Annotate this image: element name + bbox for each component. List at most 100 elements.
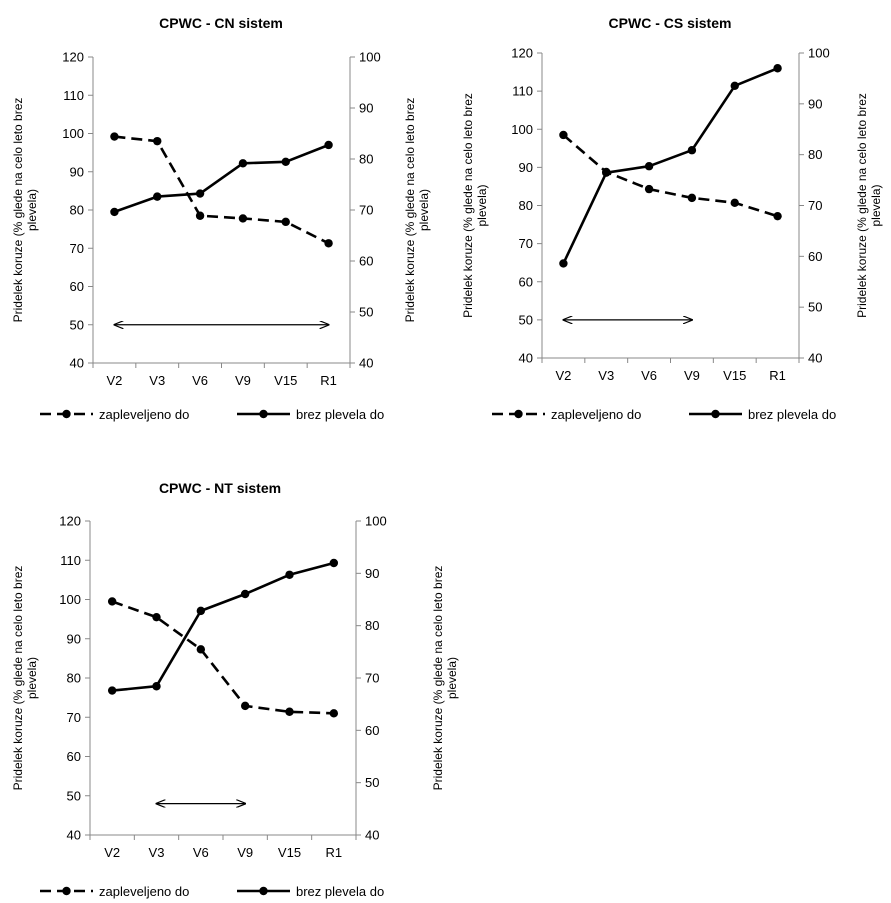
y-axis-label-line: plevela) [25,189,39,231]
y-axis-label-line: plevela) [869,184,883,226]
y-axis-label-line: plevela) [25,657,39,699]
right-tick-label: 70 [359,203,373,218]
x-tick-label: V9 [684,368,700,383]
left-tick-label: 120 [511,46,533,61]
x-tick-label: R1 [769,368,786,383]
legend-label: brez plevela do [296,407,384,422]
left-tick-label: 100 [511,122,533,137]
x-tick-label: V9 [235,373,251,388]
right-y-axis-label: Pridelek koruze (% glede na celo leto br… [431,566,459,791]
x-tick-label: V2 [555,368,571,383]
data-point [238,159,248,168]
data-point [110,132,119,141]
left-y-axis-label: Pridelek koruze (% glede na celo leto br… [11,566,39,791]
left-tick-label: 60 [67,749,81,764]
legend-marker [62,886,71,896]
left-tick-label: 110 [512,84,533,99]
data-point [195,189,205,198]
chart-2: CPWC - CS sistem 40 50 60 70 80 90 100 110 120 40 5… [461,15,883,422]
right-tick-label: 40 [365,828,379,843]
y-axis-label-line: Pridelek koruze (% glede na celo leto br… [403,98,417,323]
data-point [110,207,119,217]
data-point [285,707,294,716]
left-tick-label: 100 [59,592,81,607]
legend-label: zapleveljeno do [99,407,189,422]
data-point [238,214,248,223]
right-tick-label: 90 [808,96,822,111]
series-line-zapleveljeno [114,135,330,245]
data-point [687,146,697,155]
right-tick-label: 100 [808,46,830,61]
data-point [281,217,290,227]
left-tick-label: 50 [70,317,84,332]
right-tick-label: 100 [359,50,381,65]
left-tick-label: 90 [519,160,533,175]
right-tick-label: 100 [365,514,387,529]
left-tick-label: 120 [62,50,84,65]
series-line-brez-plevela [562,67,779,265]
data-point [196,606,206,616]
left-tick-label: 110 [63,88,84,103]
x-tick-label: V15 [723,368,746,383]
data-point [324,140,333,150]
data-point [602,168,611,177]
y-axis-label-line: Pridelek koruze (% glede na celo leto br… [461,93,475,318]
left-tick-label: 80 [67,671,81,686]
data-point [559,130,568,140]
y-axis-label-line: plevela) [445,657,459,699]
legend-label: brez plevela do [296,884,384,899]
x-tick-label: V3 [149,373,165,388]
series-line-brez-plevela [113,143,330,214]
series-line-brez-plevela [112,561,335,692]
legend-marker [711,409,720,419]
data-point [687,193,697,203]
data-point [730,81,739,90]
x-tick-label: V9 [237,845,253,860]
left-y-axis-label: Pridelek koruze (% glede na celo leto br… [461,93,489,318]
data-point [240,701,250,711]
data-point [195,211,205,220]
data-point [281,157,290,167]
right-tick-label: 80 [365,618,379,633]
left-tick-label: 100 [62,126,84,141]
left-y-axis-label: Pridelek koruze (% glede na celo leto br… [11,98,39,323]
data-point [152,682,161,691]
legend-marker [62,409,71,419]
x-tick-label: V15 [274,373,297,388]
x-tick-label: V2 [104,845,120,860]
x-tick-label: V6 [192,373,208,388]
legend-marker [259,886,268,896]
left-tick-label: 80 [70,203,84,218]
x-tick-label: V6 [193,845,209,860]
left-tick-label: 50 [67,788,81,803]
legend-label: brez plevela do [748,407,836,422]
y-axis-label-line: Pridelek koruze (% glede na celo leto br… [11,566,25,791]
x-tick-label: V3 [149,845,165,860]
left-tick-label: 70 [519,236,533,251]
right-tick-label: 80 [359,152,373,167]
right-tick-label: 40 [359,356,373,371]
data-point [773,64,782,73]
y-axis-label-line: plevela) [475,184,489,226]
left-tick-label: 40 [70,356,84,371]
x-tick-label: V6 [641,368,657,383]
data-point [559,259,568,268]
chart-1: CPWC - CN sistem 40 50 60 70 80 90 100 110 120 40 5… [11,15,431,422]
data-point [153,136,162,146]
left-tick-label: 40 [67,828,81,843]
data-point [153,192,162,201]
data-point [107,597,117,606]
legend-label: zapleveljeno do [99,884,189,899]
x-tick-label: R1 [320,373,337,388]
data-point [329,558,339,568]
series-line-zapleveljeno [111,600,334,715]
series-line-zapleveljeno [562,134,778,218]
data-point [285,570,294,579]
chart-title: CPWC - CS sistem [609,15,732,31]
left-tick-label: 120 [59,514,81,529]
left-tick-label: 90 [67,631,81,646]
data-point [773,211,782,221]
right-y-axis-label: Pridelek koruze (% glede na celo leto br… [855,93,883,318]
y-axis-label-line: Pridelek koruze (% glede na celo leto br… [431,566,445,791]
right-tick-label: 50 [365,775,379,790]
